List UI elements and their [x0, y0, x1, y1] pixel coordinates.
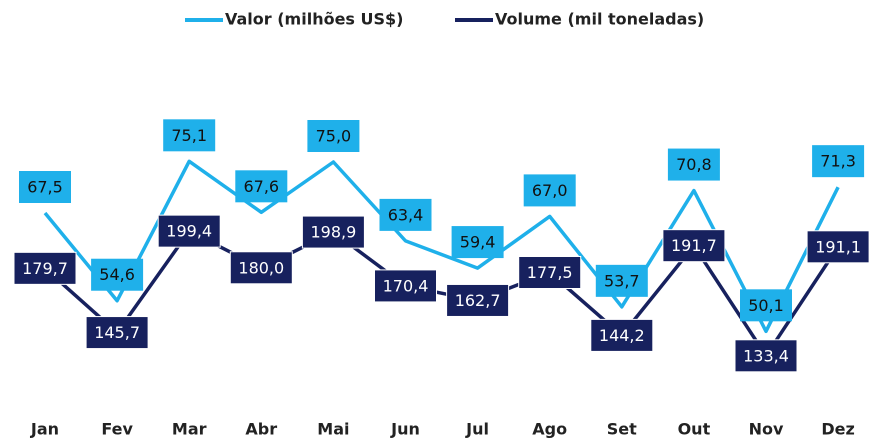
x-tick-label: Ago: [532, 420, 567, 439]
x-tick-label: Fev: [101, 420, 133, 439]
data-label: 191,1: [815, 237, 861, 256]
label-box: [379, 198, 432, 231]
label-box: [163, 119, 216, 152]
x-tick-label: Nov: [749, 420, 784, 439]
data-label: 170,4: [383, 276, 429, 295]
label-box: [19, 171, 71, 203]
data-label: 67,6: [243, 177, 279, 196]
data-label: 59,4: [460, 233, 496, 252]
data-label: 50,1: [748, 296, 784, 315]
label-box: [740, 289, 792, 322]
x-tick-label: Out: [678, 420, 711, 439]
data-label: 162,7: [455, 291, 501, 310]
data-label: 177,5: [527, 263, 573, 282]
data-label: 199,4: [166, 222, 212, 241]
data-label: 53,7: [604, 271, 640, 290]
x-tick-label: Mar: [172, 420, 207, 439]
data-label: 67,5: [27, 178, 63, 197]
data-label: 145,7: [94, 323, 140, 342]
series-line: [43, 159, 840, 334]
label-box: [451, 226, 504, 259]
x-tick-label: Dez: [821, 420, 854, 439]
data-label: 144,2: [599, 326, 645, 345]
x-tick-label: Jun: [390, 420, 420, 439]
label-box: [301, 215, 365, 249]
x-tick-label: Mai: [317, 420, 349, 439]
x-tick-label: Set: [607, 420, 637, 439]
label-box: [157, 214, 221, 248]
data-label: 75,0: [316, 127, 352, 146]
label-box: [229, 251, 293, 285]
label-box: [13, 251, 77, 285]
label-box: [235, 170, 288, 203]
data-label: 180,0: [238, 258, 284, 277]
series-line: [43, 229, 840, 358]
label-box: [91, 258, 144, 291]
legend-label: Valor (milhões US$): [225, 10, 403, 29]
data-label: 198,9: [310, 223, 356, 242]
data-label: 179,7: [22, 259, 68, 278]
data-label: 70,8: [676, 155, 712, 174]
data-label: 75,1: [171, 126, 207, 145]
label-box: [590, 318, 654, 352]
label-box: [734, 339, 798, 373]
data-label: 67,0: [532, 181, 568, 200]
label-box: [307, 120, 360, 152]
label-box: [446, 283, 510, 317]
label-box: [374, 269, 437, 303]
x-tick-label: Abr: [245, 420, 277, 439]
data-label: 191,7: [671, 236, 717, 255]
label-box: [85, 316, 149, 350]
data-label: 54,6: [99, 265, 135, 284]
label-box: [518, 256, 582, 289]
data-label: 63,4: [388, 205, 424, 224]
data-label: 133,4: [743, 346, 789, 365]
label-box: [667, 148, 720, 181]
x-tick-label: Jul: [465, 420, 489, 439]
label-box: [662, 229, 726, 263]
label-box: [523, 174, 576, 207]
label-box: [806, 230, 870, 264]
x-tick-label: Jan: [30, 420, 59, 439]
label-box: [812, 145, 865, 178]
legend-label: Volume (mil toneladas): [495, 10, 704, 29]
label-box: [595, 264, 648, 297]
data-label: 71,3: [820, 152, 856, 171]
